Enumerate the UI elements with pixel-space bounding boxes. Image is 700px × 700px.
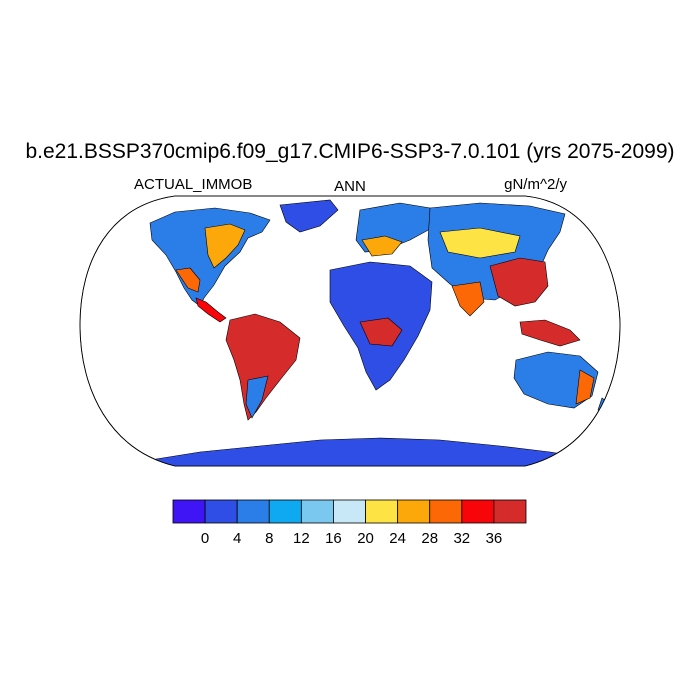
india bbox=[451, 281, 485, 317]
colorbar-tick-label: 16 bbox=[325, 530, 342, 547]
colorbar-swatch-4 bbox=[300, 499, 334, 524]
colorbar-swatch-9 bbox=[461, 499, 495, 524]
colorbar-tick-label: 32 bbox=[453, 530, 470, 547]
colorbar-tick-label: 4 bbox=[233, 530, 241, 547]
south-america-south bbox=[245, 375, 269, 419]
colorbar-tick-label: 12 bbox=[293, 530, 310, 547]
colorbar-swatch-8 bbox=[429, 499, 463, 524]
colorbar-swatch-1 bbox=[204, 499, 238, 524]
colorbar-tick-label: 0 bbox=[201, 530, 209, 547]
colorbar-swatch-3 bbox=[268, 499, 302, 524]
map-globe bbox=[79, 195, 621, 467]
colorbar-swatch-5 bbox=[333, 499, 366, 524]
colorbar-swatch-2 bbox=[236, 499, 270, 524]
colorbar-tick-label: 8 bbox=[265, 530, 273, 547]
antarctica bbox=[80, 437, 620, 466]
colorbar-swatch-6 bbox=[365, 499, 399, 524]
north-america-east bbox=[204, 223, 246, 269]
north-america-south bbox=[175, 267, 201, 293]
units-label: gN/m^2/y bbox=[504, 176, 567, 193]
colorbar-swatch-7 bbox=[397, 499, 431, 524]
colorbar: 0 4 8 12 16 20 24 28 32 36 bbox=[172, 499, 527, 547]
colorbar-swatch-10 bbox=[493, 499, 527, 524]
map-title: b.e21.BSSP370cmip6.f09_g17.CMIP6-SSP3-7.… bbox=[25, 140, 674, 163]
colorbar-tick-label: 24 bbox=[389, 530, 406, 547]
australia-east bbox=[575, 369, 595, 405]
colorbar-tick-label: 20 bbox=[357, 530, 374, 547]
asia-central bbox=[439, 227, 521, 259]
globe-outline-stroke bbox=[79, 195, 621, 467]
season-label: ANN bbox=[334, 178, 366, 195]
colorbar-tick-label: 36 bbox=[486, 530, 503, 547]
asia-southeast bbox=[489, 257, 549, 307]
colorbar-swatch-0 bbox=[172, 499, 206, 524]
greenland bbox=[279, 199, 339, 233]
variable-label: ACTUAL_IMMOB bbox=[134, 176, 252, 193]
africa-central bbox=[359, 317, 403, 347]
europe-south bbox=[361, 235, 403, 257]
south-america bbox=[225, 313, 301, 421]
colorbar-tick-label: 28 bbox=[421, 530, 438, 547]
indonesia bbox=[519, 319, 581, 347]
central-america bbox=[195, 297, 227, 323]
